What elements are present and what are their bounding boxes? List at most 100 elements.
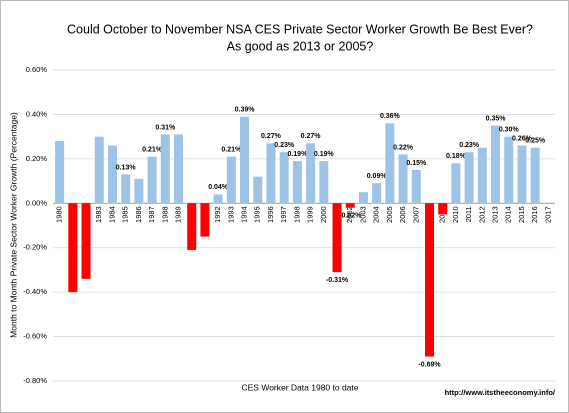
bar: [491, 125, 501, 204]
data-label: 0.31%: [155, 124, 176, 131]
bar: [464, 152, 474, 204]
bar: [451, 163, 461, 204]
y-tick-label: 0.20%: [26, 154, 48, 163]
x-tick-label: 1993: [226, 206, 235, 223]
data-label: 0.04%: [208, 184, 229, 191]
data-label: 0.22%: [393, 144, 414, 151]
data-label: 0.18%: [446, 153, 467, 160]
x-tick-label: 1985: [121, 206, 130, 223]
data-label: 0.23%: [274, 142, 295, 149]
x-tick-label: 1980: [55, 206, 64, 223]
x-axis-label: CES Worker Data 1980 to date: [241, 382, 358, 392]
x-tick-label: 2002: [345, 206, 354, 223]
bar: [411, 169, 421, 204]
bar: [226, 156, 236, 204]
x-tick-label: 2015: [517, 206, 526, 223]
bar: [147, 156, 157, 204]
data-label: 0.09%: [367, 173, 388, 180]
x-tick-label: 1999: [306, 206, 315, 223]
x-tick-label: 2006: [398, 206, 407, 223]
bar: [292, 161, 302, 204]
bar: [425, 203, 434, 357]
x-tick-label: 2014: [504, 206, 513, 223]
bar: [385, 123, 395, 204]
data-label: 0.13%: [116, 164, 137, 171]
y-tick-label: -0.40%: [23, 287, 47, 296]
bar: [134, 178, 144, 204]
bar: [438, 203, 448, 215]
x-tick-label: 1997: [279, 206, 288, 223]
x-tick-label: 2012: [477, 206, 486, 223]
x-tick-label: 2011: [464, 206, 473, 222]
bar: [266, 143, 276, 204]
chart-subtitle: As good as 2013 or 2005?: [227, 39, 374, 53]
y-tick-label: -0.80%: [23, 376, 47, 385]
x-tick-label: 1995: [253, 206, 262, 223]
bar: [504, 136, 514, 204]
bar: [517, 145, 527, 204]
data-label: 0.35%: [486, 115, 507, 122]
bar: [68, 203, 78, 293]
x-tick-label: 1992: [213, 206, 222, 223]
bar: [279, 152, 289, 204]
data-label: -0.31%: [326, 277, 349, 284]
data-label: 0.27%: [301, 133, 322, 140]
x-tick-label: 2005: [385, 206, 394, 223]
bar: [213, 194, 223, 204]
x-tick-label: 2016: [530, 206, 539, 223]
bar: [306, 143, 316, 204]
bar: [358, 192, 368, 204]
data-label: 0.39%: [235, 106, 256, 113]
bar: [319, 161, 329, 204]
data-label: 0.19%: [287, 151, 308, 158]
bar: [121, 174, 131, 204]
data-label: -0.69%: [418, 361, 441, 368]
bar: [332, 203, 342, 273]
bar: [345, 203, 355, 208]
x-tick-label: 2017: [543, 206, 552, 223]
bar: [94, 136, 104, 204]
bar: [160, 134, 170, 204]
y-tick-label: 0.60%: [26, 65, 48, 74]
bar: [372, 183, 382, 204]
x-tick-label: 1989: [173, 206, 182, 223]
x-tick-label: 2010: [451, 206, 460, 223]
x-tick-label: 1986: [134, 206, 143, 223]
data-label: -0.02%: [339, 213, 362, 220]
data-label: 0.30%: [499, 126, 520, 133]
data-label: 0.25%: [525, 138, 546, 145]
x-tick-label: 2009: [438, 206, 447, 223]
data-label: 0.36%: [380, 113, 401, 120]
data-label: 0.27%: [261, 133, 282, 140]
data-label: 0.26%: [512, 135, 533, 142]
x-tick-label: 1983: [94, 206, 103, 223]
bar: [174, 134, 183, 204]
bar: [187, 203, 197, 250]
y-tick-label: 0.40%: [26, 109, 48, 118]
bar: [240, 116, 250, 204]
bar: [530, 147, 540, 204]
y-tick-label: 0.00%: [26, 198, 48, 207]
y-tick-label: -0.60%: [23, 332, 47, 341]
bar: [253, 176, 263, 204]
bar: [398, 154, 408, 204]
y-axis-label: Month to Month Private Sector Worker Gro…: [8, 112, 18, 338]
data-label: 0.21%: [221, 146, 242, 153]
y-tick-label: -0.20%: [23, 243, 47, 252]
x-tick-label: 1988: [160, 206, 169, 223]
x-tick-label: 2000: [319, 206, 328, 223]
x-tick-label: 2013: [491, 206, 500, 223]
x-tick-label: 1996: [266, 206, 275, 223]
chart-title: Could October to November NSA CES Privat…: [67, 22, 533, 36]
bar: [107, 145, 117, 204]
bar: [55, 141, 65, 204]
x-tick-label: 1998: [292, 206, 301, 223]
data-label: 0.19%: [314, 151, 335, 158]
bar: [477, 147, 487, 204]
x-tick-label: 1984: [107, 206, 116, 223]
data-label: 0.23%: [459, 142, 480, 149]
x-tick-label: 2007: [411, 206, 420, 223]
bar: [81, 203, 91, 279]
data-label: 0.21%: [142, 146, 163, 153]
x-tick-label: 2003: [358, 206, 367, 223]
